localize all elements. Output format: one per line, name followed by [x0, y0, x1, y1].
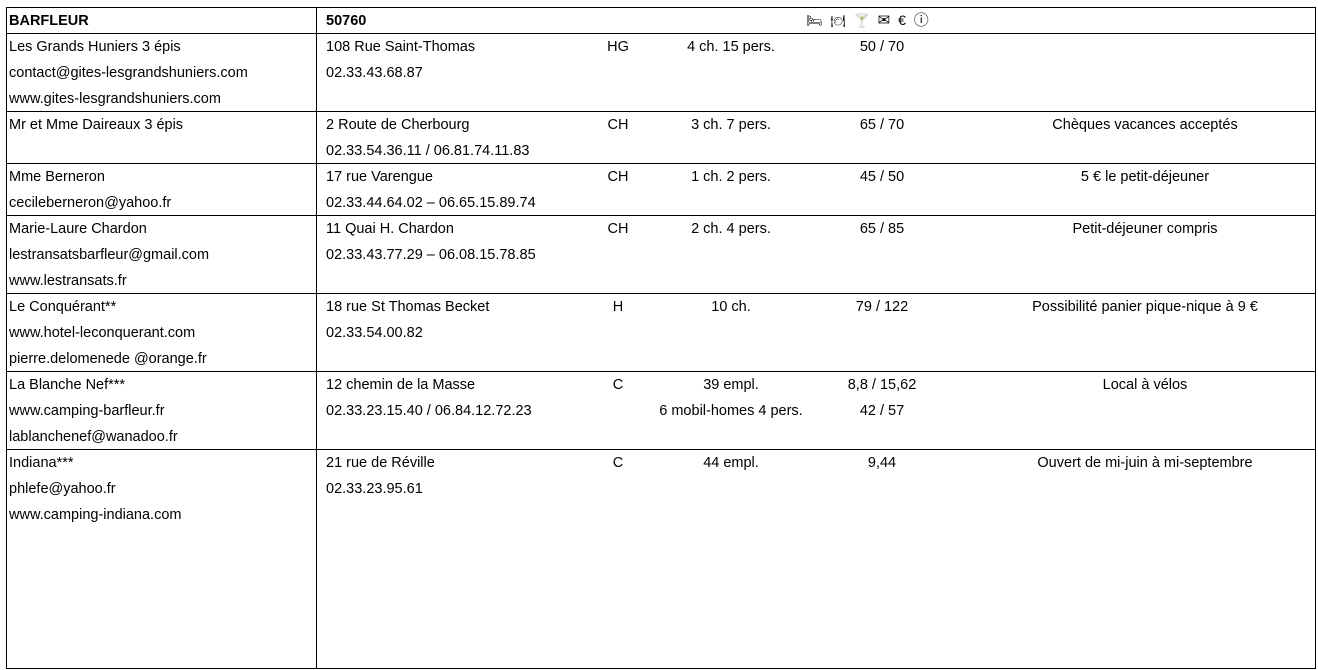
row-line: www.camping-barfleur.fr 02.33.23.15.40 / … — [7, 398, 1315, 424]
row-line: Marie-Laure Chardon 11 Quai H. Chardon CH 2… — [7, 216, 1315, 242]
column-divider — [316, 8, 317, 668]
euro-icon: € — [898, 12, 906, 28]
cell-price: 45 / 50 — [859, 169, 905, 185]
table-row: Mr et Mme Daireaux 3 épis 2 Route de Cher… — [7, 112, 1315, 164]
cell-name: www.hotel-leconquerant.com — [9, 325, 196, 341]
cell-name: lestransatsbarfleur@gmail.com — [9, 247, 210, 263]
row-line: www.lestransats.fr — [7, 268, 1315, 294]
cell-capacity: 10 ch. — [711, 299, 751, 315]
cell-capacity: 4 ch. 15 pers. — [687, 39, 775, 55]
row-line: lablanchenef@wanadoo.fr — [7, 424, 1315, 450]
cell-type: CH — [607, 117, 629, 133]
bed-icon: 🛏 — [806, 13, 823, 28]
cell-address-phone: 02.33.23.95.61 — [326, 481, 423, 497]
cell-name: phlefe@yahoo.fr — [9, 481, 116, 497]
cell-address-phone: 11 Quai H. Chardon — [326, 221, 454, 237]
cell-address-phone: 02.33.43.77.29 – 06.08.15.78.85 — [326, 247, 536, 263]
cell-capacity: 44 empl. — [703, 455, 759, 471]
cell-price: 79 / 122 — [855, 299, 909, 315]
table-row: La Blanche Nef*** 12 chemin de la Masse C 3… — [7, 372, 1315, 450]
cell-notes: Possibilité panier pique-nique à 9 € — [1032, 299, 1258, 315]
cell-address-phone: 02.33.54.00.82 — [326, 325, 423, 341]
cell-address-phone: 108 Rue Saint-Thomas — [326, 39, 476, 55]
table-row: Les Grands Huniers 3 épis 108 Rue Saint-T… — [7, 34, 1315, 112]
row-line: Mr et Mme Daireaux 3 épis 2 Route de Cher… — [7, 112, 1315, 138]
cell-capacity: 2 ch. 4 pers. — [691, 221, 771, 237]
row-line: Le Conquérant** 18 rue St Thomas Becket H 1… — [7, 294, 1315, 320]
cell-name: Les Grands Huniers 3 épis — [9, 39, 181, 55]
cell-name: Marie-Laure Chardon — [9, 221, 147, 237]
cell-name: Le Conquérant** — [9, 299, 117, 315]
row-line: www.camping-indiana.com — [7, 502, 1315, 528]
cell-name: Mme Berneron — [9, 169, 105, 185]
cell-address-phone: 02.33.23.15.40 / 06.84.12.72.23 — [326, 403, 532, 419]
row-line: www.gites-lesgrandshuniers.com — [7, 86, 1315, 112]
cell-name: www.camping-barfleur.fr — [9, 403, 165, 419]
cell-type: HG — [607, 39, 629, 55]
cell-price: 65 / 85 — [859, 221, 905, 237]
cell-name: www.camping-indiana.com — [9, 507, 182, 523]
cell-name: lablanchenef@wanadoo.fr — [9, 429, 178, 445]
cell-type: C — [612, 455, 624, 471]
cell-capacity: 3 ch. 7 pers. — [691, 117, 771, 133]
cell-price: 42 / 57 — [859, 403, 905, 419]
table-header: BARFLEUR 50760 🛏 🍽 🍸 ✉ € ⓘ — [7, 8, 1315, 34]
row-line: contact@gites-lesgrandshuniers.com 02.33.… — [7, 60, 1315, 86]
cell-notes: 5 € le petit-déjeuner — [1080, 169, 1210, 185]
cell-type: C — [612, 377, 624, 393]
row-line: cecileberneron@yahoo.fr 02.33.44.64.02 – … — [7, 190, 1315, 216]
info-icon: ⓘ — [913, 12, 929, 29]
row-line: 02.33.54.36.11 / 06.81.74.11.83 — [7, 138, 1315, 164]
postcode: 50760 — [326, 13, 367, 29]
cell-notes: Chèques vacances acceptés — [1052, 117, 1238, 133]
cell-type: H — [612, 299, 624, 315]
cell-type: CH — [607, 169, 629, 185]
table-row: Marie-Laure Chardon 11 Quai H. Chardon CH 2… — [7, 216, 1315, 294]
cell-notes: Petit-déjeuner compris — [1072, 221, 1218, 237]
cell-name: Mr et Mme Daireaux 3 épis — [9, 117, 184, 133]
table-row: Mme Berneron 17 rue Varengue CH 1 ch. 2 per… — [7, 164, 1315, 216]
cell-notes: Local à vélos — [1102, 377, 1188, 393]
cell-address-phone: 12 chemin de la Masse — [326, 377, 476, 393]
cell-name: La Blanche Nef*** — [9, 377, 126, 393]
cell-address-phone: 02.33.43.68.87 — [326, 65, 423, 81]
legend-icons: 🛏 🍽 🍸 ✉ € ⓘ — [806, 8, 933, 34]
table-row: Le Conquérant** 18 rue St Thomas Becket H 1… — [7, 294, 1315, 372]
table-row: Indiana*** 21 rue de Réville C 44 empl. 9,44… — [7, 450, 1315, 528]
cell-type: CH — [607, 221, 629, 237]
cell-name: www.lestransats.fr — [9, 273, 127, 289]
cell-name: cecileberneron@yahoo.fr — [9, 195, 172, 211]
cell-name: contact@gites-lesgrandshuniers.com — [9, 65, 248, 81]
row-line: www.hotel-leconquerant.com 02.33.54.00.82 — [7, 320, 1315, 346]
town-name: BARFLEUR — [9, 13, 89, 29]
cell-capacity: 6 mobil-homes 4 pers. — [659, 403, 803, 419]
cell-price: 9,44 — [867, 455, 897, 471]
cell-address-phone: 17 rue Varengue — [326, 169, 433, 185]
row-line: phlefe@yahoo.fr 02.33.23.95.61 — [7, 476, 1315, 502]
cell-name: pierre.delomenede @orange.fr — [9, 351, 207, 367]
glass-icon: 🍸 — [853, 13, 870, 28]
mail-icon: ✉ — [877, 12, 891, 29]
cell-address-phone: 02.33.44.64.02 – 06.65.15.89.74 — [326, 195, 536, 211]
row-line: Indiana*** 21 rue de Réville C 44 empl. 9,44… — [7, 450, 1315, 476]
plate-icon: 🍽 — [830, 14, 846, 28]
cell-capacity: 1 ch. 2 pers. — [691, 169, 771, 185]
cell-address-phone: 18 rue St Thomas Becket — [326, 299, 490, 315]
row-line: La Blanche Nef*** 12 chemin de la Masse C 3… — [7, 372, 1315, 398]
cell-name: Indiana*** — [9, 455, 74, 471]
cell-address-phone: 21 rue de Réville — [326, 455, 435, 471]
row-line: lestransatsbarfleur@gmail.com 02.33.43.77… — [7, 242, 1315, 268]
accommodation-table: BARFLEUR 50760 🛏 🍽 🍸 ✉ € ⓘ Les Grands Hu… — [6, 7, 1316, 669]
cell-notes: Ouvert de mi-juin à mi-septembre — [1037, 455, 1253, 471]
row-line: Mme Berneron 17 rue Varengue CH 1 ch. 2 per… — [7, 164, 1315, 190]
cell-price: 50 / 70 — [859, 39, 905, 55]
row-line: Les Grands Huniers 3 épis 108 Rue Saint-T… — [7, 34, 1315, 60]
cell-name: www.gites-lesgrandshuniers.com — [9, 91, 221, 107]
cell-address-phone: 02.33.54.36.11 / 06.81.74.11.83 — [326, 143, 530, 159]
cell-address-phone: 2 Route de Cherbourg — [326, 117, 470, 133]
cell-capacity: 39 empl. — [703, 377, 759, 393]
cell-price: 8,8 / 15,62 — [847, 377, 917, 393]
cell-price: 65 / 70 — [859, 117, 905, 133]
row-line: pierre.delomenede @orange.fr — [7, 346, 1315, 372]
